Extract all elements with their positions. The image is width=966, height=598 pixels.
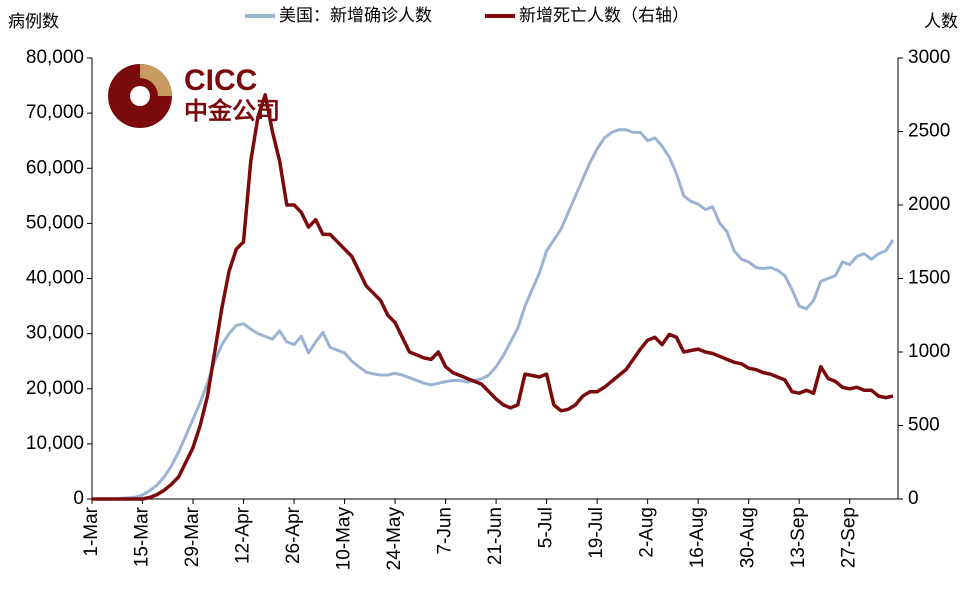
y2-axis-title: 人数: [924, 12, 958, 32]
x-tick-label: 7-Jun: [435, 507, 456, 555]
y2-tick-label: 0: [908, 488, 919, 509]
x-tick-label: 27-Sep: [839, 507, 860, 568]
logo-hole: [130, 86, 150, 106]
x-tick-label: 30-Aug: [738, 507, 759, 568]
y-tick-label: 30,000: [26, 323, 84, 344]
y-tick-label: 0: [73, 488, 84, 509]
x-tick-label: 21-Jun: [485, 507, 506, 565]
x-tick-label: 10-May: [334, 507, 355, 571]
x-tick-label: 15-Mar: [132, 506, 153, 567]
y-tick-label: 50,000: [26, 212, 84, 233]
y-tick-label: 70,000: [26, 102, 84, 123]
x-tick-label: 12-Apr: [233, 506, 254, 564]
y2-tick-label: 500: [908, 415, 940, 436]
y2-tick-label: 2500: [908, 121, 950, 142]
series-line: [92, 128, 895, 501]
x-tick-label: 19-Jul: [586, 507, 607, 559]
x-tick-label: 13-Sep: [788, 507, 809, 568]
logo: CICC 中金公司: [108, 64, 280, 128]
y-tick-label: 20,000: [26, 378, 84, 399]
x-tick-label: 24-May: [384, 507, 405, 571]
x-tick-label: 1-Mar: [81, 506, 102, 556]
y-tick-label: 60,000: [26, 157, 84, 178]
x-tick-label: 2-Aug: [637, 507, 658, 558]
legend-label: 美国：新增确诊人数: [279, 6, 432, 26]
x-tick-label: 5-Jul: [536, 507, 557, 548]
y2-tick-label: 1000: [908, 341, 950, 362]
y-tick-label: 40,000: [26, 268, 84, 289]
y-tick-label: 10,000: [26, 433, 84, 454]
y-axis-title: 病例数: [8, 12, 59, 32]
y2-tick-label: 1500: [908, 268, 950, 289]
legend-label: 新增死亡人数（右轴）: [519, 6, 689, 26]
logo-text: CICC: [184, 64, 257, 97]
y-tick-label: 80,000: [26, 47, 84, 68]
y2-tick-label: 3000: [908, 47, 950, 68]
series-line: [92, 93, 894, 501]
x-tick-label: 26-Apr: [283, 506, 304, 564]
x-tick-label: 16-Aug: [687, 507, 708, 568]
logo-accent: [140, 64, 172, 96]
y2-tick-label: 2000: [908, 194, 950, 215]
x-tick-label: 29-Mar: [182, 506, 203, 567]
